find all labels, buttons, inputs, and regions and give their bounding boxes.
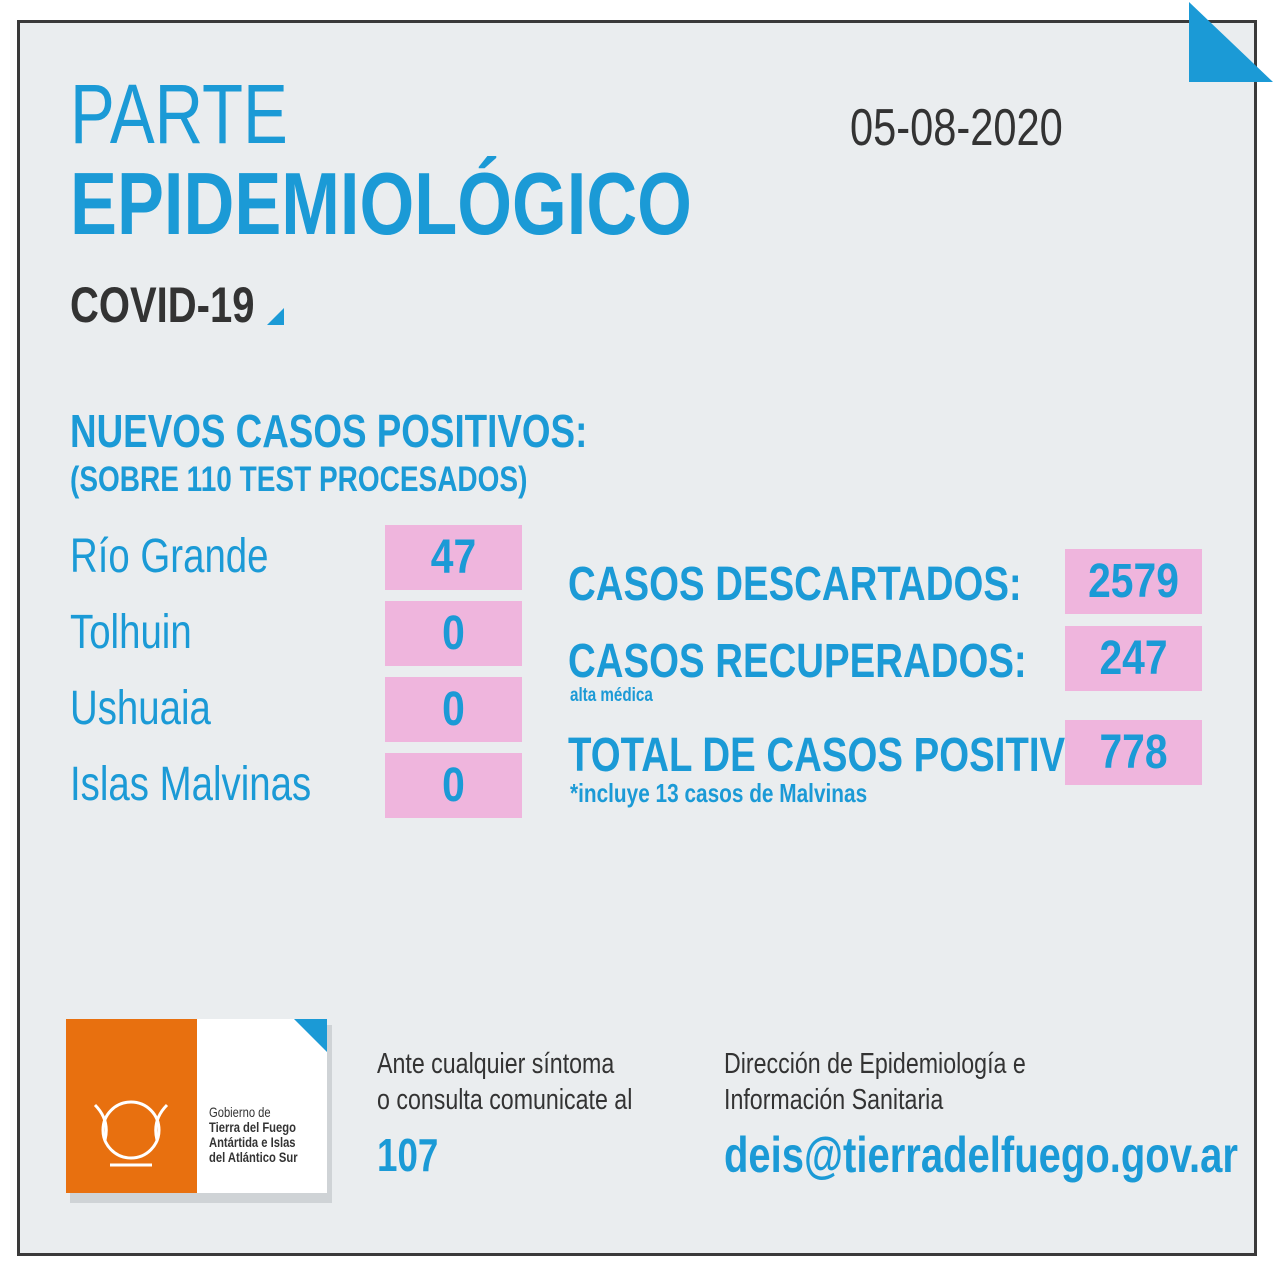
count: 0 xyxy=(442,683,465,736)
place: Islas Malvinas xyxy=(70,758,312,811)
logo-orange xyxy=(66,1019,197,1193)
total-value: 778 xyxy=(1099,726,1168,779)
total-value: 2579 xyxy=(1088,555,1179,608)
accent-triangle xyxy=(267,308,284,325)
corner-triangle xyxy=(1189,2,1273,82)
total-note: *incluye 13 casos de Malvinas xyxy=(570,778,868,808)
title-line: PARTE xyxy=(70,67,288,161)
count-box xyxy=(385,753,522,818)
contact-line: Ante cualquier síntoma xyxy=(377,1048,615,1080)
subtitle: COVID-19 xyxy=(70,277,255,333)
section-heading: NUEVOS CASOS POSITIVOS: xyxy=(70,405,588,457)
place: Tolhuin xyxy=(70,606,192,659)
total-box xyxy=(1065,549,1202,614)
total-label: CASOS DESCARTADOS: xyxy=(568,558,1022,611)
total-box xyxy=(1065,720,1202,785)
logo-text: del Atlántico Sur xyxy=(209,1149,298,1165)
logo-text: Gobierno de xyxy=(209,1104,271,1120)
section-subheading: (SOBRE 110 TEST PROCESADOS) xyxy=(70,460,528,499)
count: 0 xyxy=(442,759,465,812)
place: Río Grande xyxy=(70,530,269,583)
phone: 107 xyxy=(377,1129,439,1181)
total-box xyxy=(1065,626,1202,691)
total-note: alta médica xyxy=(570,685,653,706)
logo-card xyxy=(197,1019,327,1193)
office-line: Información Sanitaria xyxy=(724,1084,944,1116)
office-line: Dirección de Epidemiología e xyxy=(724,1048,1026,1080)
count-box xyxy=(385,525,522,590)
count: 47 xyxy=(430,531,477,584)
contact-line: o consulta comunicate al xyxy=(377,1084,633,1116)
logo-triangle xyxy=(294,1019,327,1052)
count: 0 xyxy=(442,607,465,660)
logo-emblem xyxy=(93,1100,169,1167)
date: 05-08-2020 xyxy=(850,99,1063,157)
total-value: 247 xyxy=(1099,632,1168,685)
count-box xyxy=(385,601,522,666)
logo-text: Tierra del Fuego xyxy=(209,1119,296,1135)
total-label: CASOS RECUPERADOS: xyxy=(568,635,1027,688)
count-box xyxy=(385,677,522,742)
place: Ushuaia xyxy=(70,682,211,735)
title-line: EPIDEMIOLÓGICO xyxy=(70,154,692,253)
logo-text: Antártida e Islas xyxy=(209,1134,296,1150)
email: deis@tierradelfuego.gov.ar xyxy=(724,1127,1238,1183)
total-label: TOTAL DE CASOS POSITIVOS xyxy=(568,729,1121,782)
